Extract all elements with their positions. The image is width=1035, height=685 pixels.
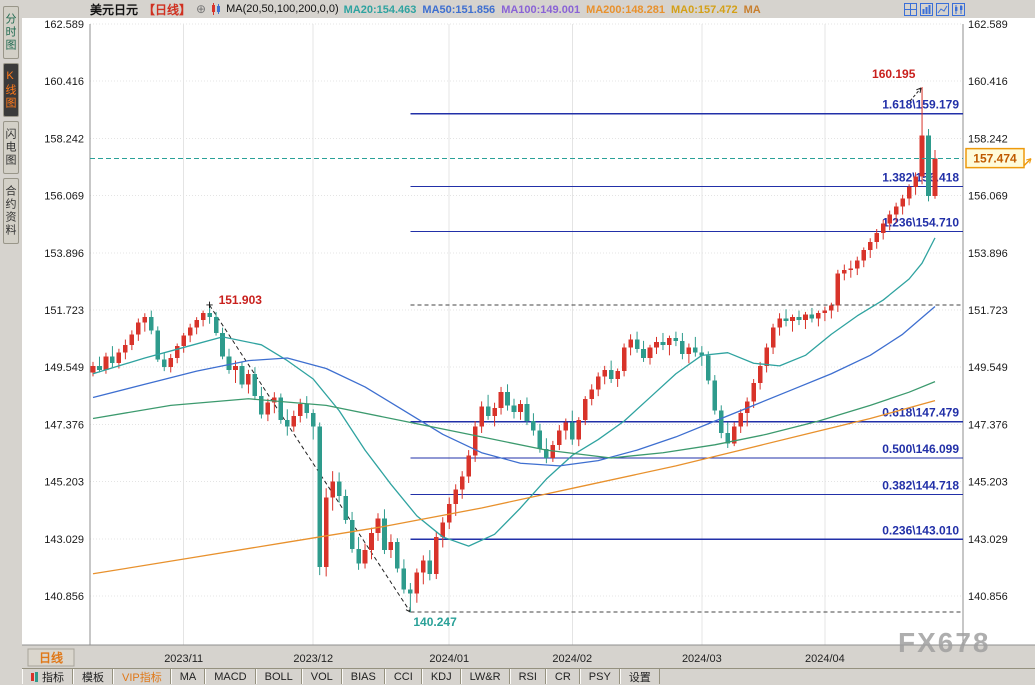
indicator-tab-设置[interactable]: 设置 — [619, 669, 660, 684]
svg-text:157.474: 157.474 — [973, 152, 1017, 166]
ma-value: MA200:148.281 — [586, 4, 665, 16]
svg-text:143.029: 143.029 — [968, 534, 1008, 546]
header-chart-icons — [904, 2, 965, 16]
x-axis: 日线 2023/11 2023/12 2024/01 2024/02 2024/03 202… — [27, 648, 845, 667]
svg-text:156.069: 156.069 — [44, 191, 84, 203]
svg-text:0.500\146.099: 0.500\146.099 — [882, 442, 959, 456]
svg-text:1.382\156.418: 1.382\156.418 — [882, 170, 959, 184]
svg-text:日线: 日线 — [39, 650, 63, 665]
svg-text:151.723: 151.723 — [44, 305, 84, 317]
svg-text:0.618\147.479: 0.618\147.479 — [882, 406, 959, 420]
svg-text:162.589: 162.589 — [968, 19, 1008, 31]
period-label: 【日线】 — [143, 2, 192, 17]
chart-type-sidebar: 分时图 K线图闪电图合约资料 — [0, 0, 22, 684]
svg-text:2023/11: 2023/11 — [164, 653, 203, 665]
chart-header: 美元日元 【日线】 ⊕ MA(20,50,100,200,0,0) MA20:1… — [22, 0, 1035, 18]
indicator-tab-BOLL[interactable]: BOLL — [255, 669, 302, 684]
svg-text:153.896: 153.896 — [968, 248, 1008, 260]
svg-text:147.376: 147.376 — [968, 419, 1008, 431]
indicator-tab-VOL[interactable]: VOL — [301, 669, 342, 684]
current-price-badge: 157.474 — [965, 147, 1025, 169]
svg-text:158.242: 158.242 — [968, 133, 1008, 145]
bar-chart-icon[interactable] — [920, 2, 933, 16]
svg-text:2024/04: 2024/04 — [805, 653, 845, 665]
svg-text:149.549: 149.549 — [44, 362, 84, 374]
current-price: 157.474 — [90, 147, 1032, 169]
sidebar-tab-2[interactable]: K线图 — [3, 63, 19, 117]
svg-text:2024/03: 2024/03 — [682, 653, 722, 665]
svg-text:158.242: 158.242 — [44, 133, 84, 145]
ma-value: MA — [743, 4, 761, 16]
axes — [22, 24, 1035, 646]
svg-text:2024/02: 2024/02 — [552, 653, 592, 665]
period-tab-daily[interactable] — [27, 648, 75, 667]
ma-line-ma20 — [92, 237, 936, 547]
svg-text:2023/12: 2023/12 — [293, 653, 333, 665]
indicator-icon — [31, 671, 39, 682]
indicator-toolbar: 指标 模板 VIP指标 MA MACD BOLL VOL BIAS CCI KDJ LW&R RSI C… — [22, 668, 1035, 684]
candlestick-chart[interactable]: 162.589 162.589 160.416 160.416 158.242 158.2… — [22, 18, 1035, 668]
candlestick-icon — [212, 3, 221, 15]
ma-value: MA50:151.856 — [422, 4, 496, 16]
watermark-fx678: FX678 — [898, 627, 991, 658]
indicator-tab-LW&R[interactable]: LW&R — [460, 669, 510, 684]
svg-text:140.856: 140.856 — [44, 591, 84, 603]
svg-text:2024/01: 2024/01 — [429, 653, 469, 665]
indicator-tab-VIP指标[interactable]: VIP指标 — [113, 669, 171, 684]
symbol-name: 美元日元 — [90, 2, 139, 17]
svg-text:160.195: 160.195 — [872, 67, 916, 81]
ma-lines — [92, 237, 936, 575]
svg-text:151.903: 151.903 — [219, 293, 263, 307]
indicator-tab-指标[interactable]: 指标 — [22, 669, 73, 684]
svg-text:153.896: 153.896 — [44, 248, 84, 260]
y-axis-labels: 162.589 162.589 160.416 160.416 158.242 158.2… — [44, 19, 1008, 603]
indicator-tab-CCI[interactable]: CCI — [384, 669, 422, 684]
indicator-tab-模板[interactable]: 模板 — [73, 669, 113, 684]
svg-text:143.029: 143.029 — [44, 534, 84, 546]
price-annotations: 160.195 151.903 +140.247 — [206, 67, 922, 629]
chart-area: 162.589 162.589 160.416 160.416 158.242 158.2… — [22, 18, 1035, 668]
svg-text:+: + — [206, 297, 214, 312]
indicator-tab-MA[interactable]: MA — [170, 669, 206, 684]
svg-text:149.549: 149.549 — [968, 362, 1008, 374]
svg-text:160.416: 160.416 — [44, 76, 84, 88]
svg-text:140.856: 140.856 — [968, 591, 1008, 603]
svg-text:151.723: 151.723 — [968, 305, 1008, 317]
ma-line-ma200 — [92, 399, 936, 575]
grid — [90, 23, 963, 645]
candle-chart-icon[interactable] — [952, 2, 965, 16]
indicator-tab-BIAS[interactable]: BIAS — [341, 669, 385, 684]
sidebar-tab-4[interactable]: 合约资料 — [3, 178, 19, 244]
svg-text:147.376: 147.376 — [44, 419, 84, 431]
svg-text:145.203: 145.203 — [44, 477, 84, 489]
indicator-tab-KDJ[interactable]: KDJ — [421, 669, 461, 684]
price-up-arrow-icon — [1023, 158, 1032, 167]
svg-text:160.416: 160.416 — [968, 76, 1008, 88]
indicator-tab-PSY[interactable]: PSY — [579, 669, 620, 684]
add-indicator-icon[interactable]: ⊕ — [196, 2, 207, 16]
ma-line-ma50 — [92, 305, 936, 467]
indicator-tab-RSI[interactable]: RSI — [509, 669, 546, 684]
svg-text:1.618\159.179: 1.618\159.179 — [882, 98, 959, 112]
ma-value: MA20:154.463 — [343, 4, 417, 16]
svg-text:140.247: 140.247 — [413, 615, 457, 629]
sidebar-tab-3[interactable]: 闪电图 — [3, 121, 19, 174]
ma-value: MA100:149.001 — [501, 4, 581, 16]
svg-text:0.382\144.718: 0.382\144.718 — [882, 478, 959, 492]
ma-value: MA0:157.472 — [670, 4, 738, 16]
ma-values: MA20:154.463 MA50:151.856 MA100:149.001 MA2… — [344, 2, 767, 16]
svg-text:162.589: 162.589 — [44, 19, 84, 31]
svg-text:0.236\143.010: 0.236\143.010 — [882, 523, 959, 537]
svg-text:145.203: 145.203 — [968, 477, 1008, 489]
indicator-tab-MACD[interactable]: MACD — [205, 669, 256, 684]
svg-text:156.069: 156.069 — [968, 191, 1008, 203]
ma-line-ma100 — [92, 381, 936, 459]
svg-text:1.236\154.710: 1.236\154.710 — [882, 215, 959, 229]
sidebar-tab-1[interactable]: 分时图 — [3, 6, 19, 59]
indicator-tab-CR[interactable]: CR — [545, 669, 580, 684]
grid-panels-icon[interactable] — [904, 2, 917, 16]
line-chart-icon[interactable] — [936, 2, 949, 16]
ma-settings: MA(20,50,100,200,0,0) — [226, 3, 339, 15]
